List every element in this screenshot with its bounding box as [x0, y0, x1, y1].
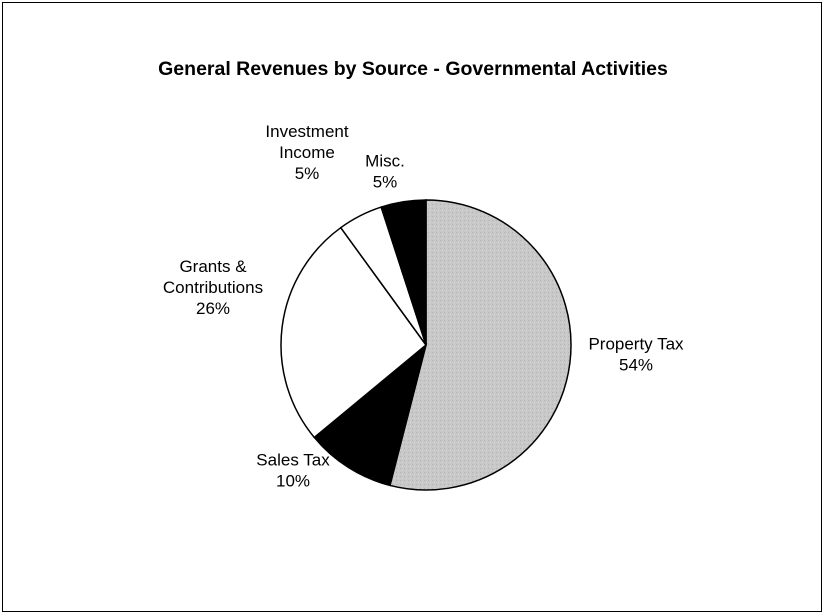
- slice-label-1: Sales Tax 10%: [256, 451, 330, 491]
- slice-label-0: Property Tax 54%: [588, 335, 684, 375]
- slice-label-line: Income: [279, 143, 335, 162]
- pie-slice-0: [389, 199, 572, 491]
- slice-label-line: Contributions: [163, 278, 263, 297]
- pie-slice-2: [280, 226, 428, 439]
- slice-label-line: Investment: [265, 122, 348, 141]
- pie-slice-4: [380, 199, 427, 346]
- chart-title: General Revenues by Source - Governmenta…: [158, 58, 668, 80]
- pie-slice-1: [313, 342, 428, 487]
- slice-label-line: Sales Tax: [256, 451, 330, 470]
- slice-label-line: 54%: [619, 356, 653, 375]
- slice-label-4: Misc. 5%: [365, 152, 405, 192]
- slice-label-line: Misc.: [365, 152, 405, 171]
- slice-label-2: Grants & Contributions 26%: [163, 257, 263, 318]
- slice-label-line: 10%: [276, 472, 310, 491]
- slice-label-line: 5%: [295, 164, 320, 183]
- slice-label-line: 5%: [373, 173, 398, 192]
- slice-label-3: Investment Income 5%: [265, 122, 348, 183]
- slice-label-line: 26%: [196, 299, 230, 318]
- slice-label-line: Property Tax: [588, 335, 684, 354]
- slice-label-line: Grants &: [179, 257, 247, 276]
